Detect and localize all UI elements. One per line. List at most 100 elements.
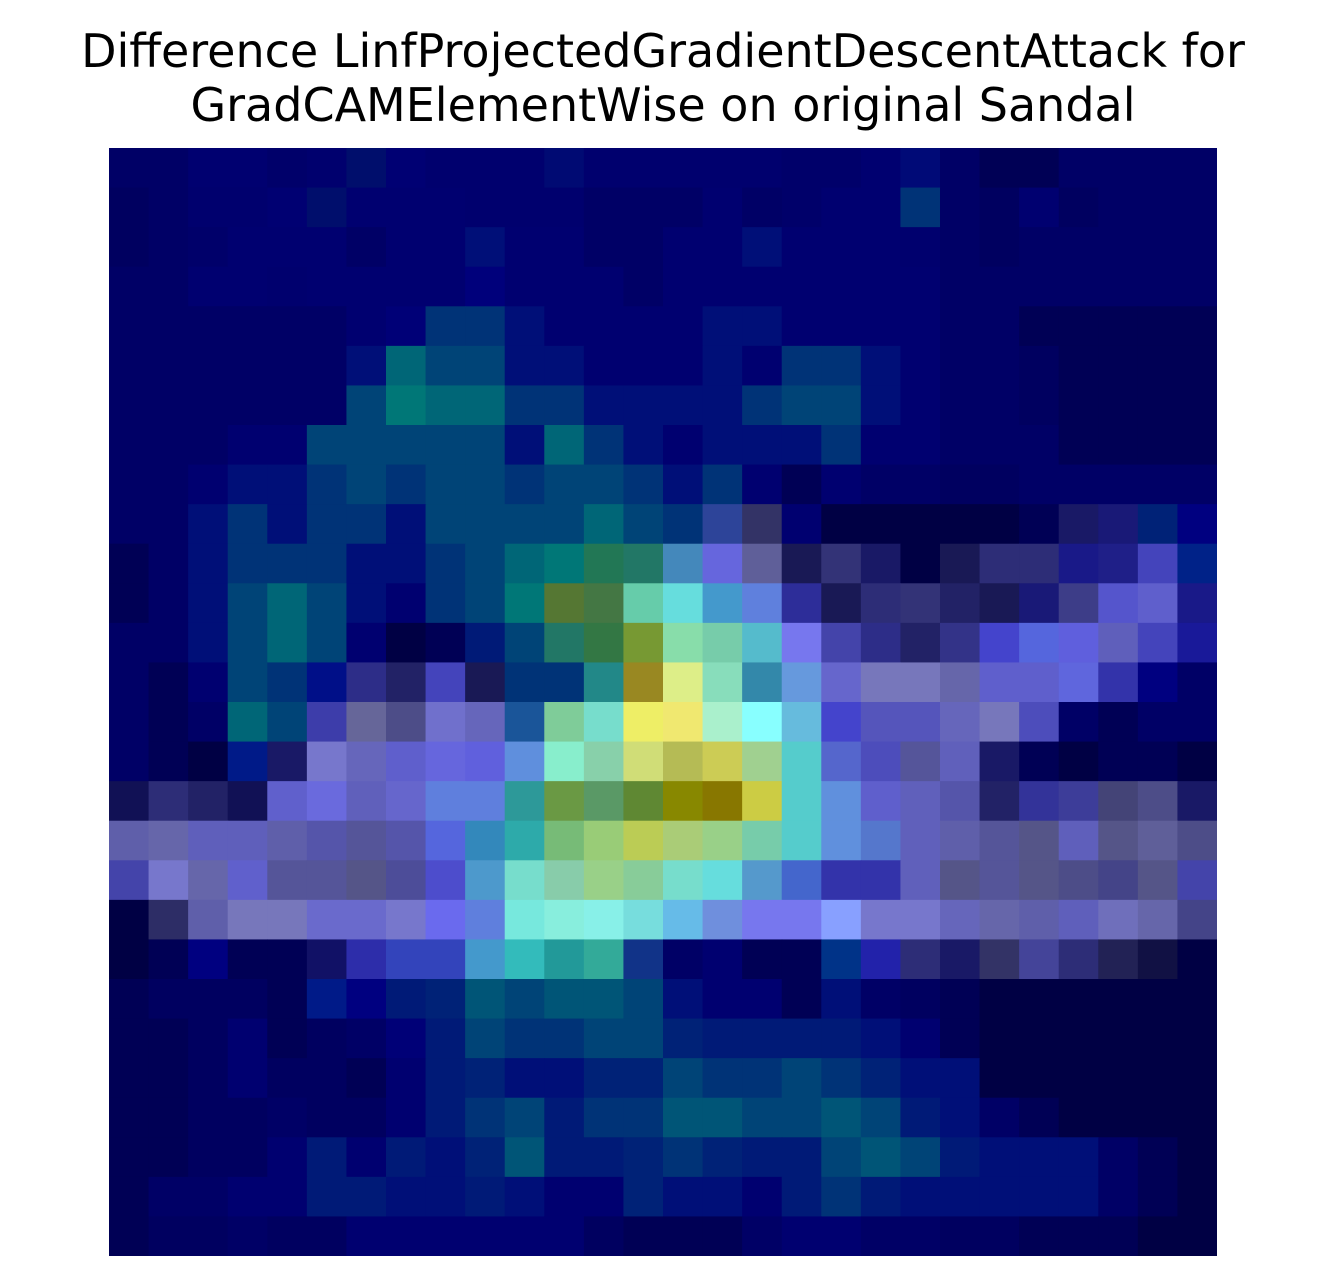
heatmap-cell-r22-c16 <box>742 1018 783 1059</box>
heatmap-cell-r0-c5 <box>306 148 348 189</box>
heatmap-cell-r9-c13 <box>623 504 664 545</box>
heatmap-cell-r9-c15 <box>702 504 743 545</box>
heatmap-cell-r5-c22 <box>979 345 1020 387</box>
heatmap-cell-r18-c14 <box>663 860 704 901</box>
heatmap-cell-r5-c9 <box>465 345 506 387</box>
heatmap-cell-r26-c4 <box>267 1176 308 1218</box>
heatmap-cell-r6-c0 <box>109 385 150 426</box>
heatmap-cell-r11-c20 <box>900 583 941 624</box>
heatmap-cell-r17-c18 <box>821 820 862 861</box>
heatmap-cell-r27-c9 <box>465 1216 506 1256</box>
heatmap-cell-r23-c17 <box>781 1058 822 1099</box>
heatmap-cell-r14-c25 <box>1098 702 1139 743</box>
heatmap-cell-r24-c20 <box>900 1097 941 1138</box>
heatmap-cell-r7-c3 <box>227 425 268 466</box>
heatmap-cell-r2-c17 <box>781 227 822 268</box>
heatmap-cell-r24-c24 <box>1058 1097 1099 1138</box>
heatmap-cell-r23-c10 <box>504 1058 545 1099</box>
heatmap-cell-r6-c15 <box>702 385 743 426</box>
heatmap-cell-r25-c8 <box>425 1137 466 1178</box>
heatmap-cell-r12-c2 <box>188 622 229 664</box>
heatmap-cell-r0-c11 <box>544 148 585 189</box>
heatmap-cell-r9-c12 <box>583 504 625 545</box>
heatmap-cell-r18-c4 <box>267 860 308 901</box>
heatmap-cell-r1-c16 <box>742 187 783 228</box>
heatmap-cell-r8-c11 <box>544 464 585 505</box>
heatmap-cell-r12-c27 <box>1177 622 1217 664</box>
heatmap-cell-r13-c21 <box>940 662 981 703</box>
heatmap-cell-r3-c10 <box>504 266 545 307</box>
heatmap-cell-r22-c10 <box>504 1018 545 1059</box>
heatmap-cell-r26-c21 <box>940 1176 981 1218</box>
heatmap-cell-r19-c8 <box>425 899 466 941</box>
heatmap-cell-r3-c7 <box>386 266 427 307</box>
heatmap-cell-r2-c22 <box>979 227 1020 268</box>
heatmap-cell-r11-c11 <box>544 583 585 624</box>
heatmap-cell-r19-c2 <box>188 899 229 941</box>
heatmap-cell-r25-c23 <box>1019 1137 1060 1178</box>
heatmap-cell-r24-c11 <box>544 1097 585 1138</box>
heatmap-cell-r10-c6 <box>346 543 387 584</box>
heatmap-cell-r17-c14 <box>663 820 704 861</box>
heatmap-cell-r23-c4 <box>267 1058 308 1099</box>
heatmap-cell-r3-c17 <box>781 266 822 307</box>
heatmap-cell-r25-c3 <box>227 1137 268 1178</box>
heatmap-cell-r15-c5 <box>306 741 348 782</box>
heatmap-cell-r7-c22 <box>979 425 1020 466</box>
heatmap-cell-r15-c21 <box>940 741 981 782</box>
heatmap-cell-r0-c2 <box>188 148 229 189</box>
heatmap-cell-r25-c14 <box>663 1137 704 1178</box>
heatmap-cell-r8-c2 <box>188 464 229 505</box>
heatmap-cell-r20-c4 <box>267 939 308 980</box>
heatmap-cell-r21-c4 <box>267 979 308 1020</box>
heatmap-cell-r19-c12 <box>583 899 625 941</box>
heatmap-cell-r16-c4 <box>267 781 308 822</box>
heatmap-cell-r22-c26 <box>1137 1018 1179 1059</box>
heatmap-cell-r7-c24 <box>1058 425 1099 466</box>
heatmap-cell-r6-c8 <box>425 385 466 426</box>
heatmap-cell-r7-c25 <box>1098 425 1139 466</box>
heatmap-cell-r10-c25 <box>1098 543 1139 584</box>
heatmap-cell-r8-c21 <box>940 464 981 505</box>
heatmap-cell-r27-c10 <box>504 1216 545 1256</box>
heatmap-cell-r14-c21 <box>940 702 981 743</box>
heatmap-cell-r6-c22 <box>979 385 1020 426</box>
heatmap-cell-r6-c16 <box>742 385 783 426</box>
heatmap-cell-r7-c12 <box>583 425 625 466</box>
heatmap-cell-r7-c11 <box>544 425 585 466</box>
heatmap-cell-r20-c17 <box>781 939 822 980</box>
heatmap-cell-r11-c2 <box>188 583 229 624</box>
chart-title: Difference LinfProjectedGradientDescentA… <box>0 24 1326 132</box>
heatmap-cell-r18-c26 <box>1137 860 1179 901</box>
heatmap-cell-r9-c17 <box>781 504 822 545</box>
heatmap-cell-r4-c22 <box>979 306 1020 347</box>
heatmap-cell-r9-c9 <box>465 504 506 545</box>
heatmap-cell-r3-c1 <box>148 266 189 307</box>
heatmap-cell-r0-c4 <box>267 148 308 189</box>
heatmap-cell-r12-c14 <box>663 622 704 664</box>
heatmap-cell-r24-c25 <box>1098 1097 1139 1138</box>
heatmap-cell-r24-c22 <box>979 1097 1020 1138</box>
heatmap-cell-r14-c5 <box>306 702 348 743</box>
heatmap-cell-r6-c27 <box>1177 385 1217 426</box>
heatmap-cell-r3-c16 <box>742 266 783 307</box>
heatmap-cell-r16-c10 <box>504 781 545 822</box>
heatmap-cell-r8-c3 <box>227 464 268 505</box>
heatmap-cell-r14-c22 <box>979 702 1020 743</box>
heatmap-plot <box>109 148 1217 1256</box>
heatmap-cell-r20-c27 <box>1177 939 1217 980</box>
heatmap-cell-r21-c10 <box>504 979 545 1020</box>
heatmap-cell-r8-c1 <box>148 464 189 505</box>
heatmap-cell-r18-c19 <box>860 860 902 901</box>
heatmap-cell-r15-c2 <box>188 741 229 782</box>
heatmap-cell-r8-c15 <box>702 464 743 505</box>
heatmap-cell-r16-c18 <box>821 781 862 822</box>
heatmap-cell-r21-c13 <box>623 979 664 1020</box>
heatmap-cell-r21-c27 <box>1177 979 1217 1020</box>
heatmap-cell-r14-c12 <box>583 702 625 743</box>
heatmap-cell-r21-c7 <box>386 979 427 1020</box>
heatmap-cell-r2-c21 <box>940 227 981 268</box>
heatmap-cell-r0-c21 <box>940 148 981 189</box>
heatmap-cell-r26-c3 <box>227 1176 268 1218</box>
heatmap-cell-r3-c11 <box>544 266 585 307</box>
